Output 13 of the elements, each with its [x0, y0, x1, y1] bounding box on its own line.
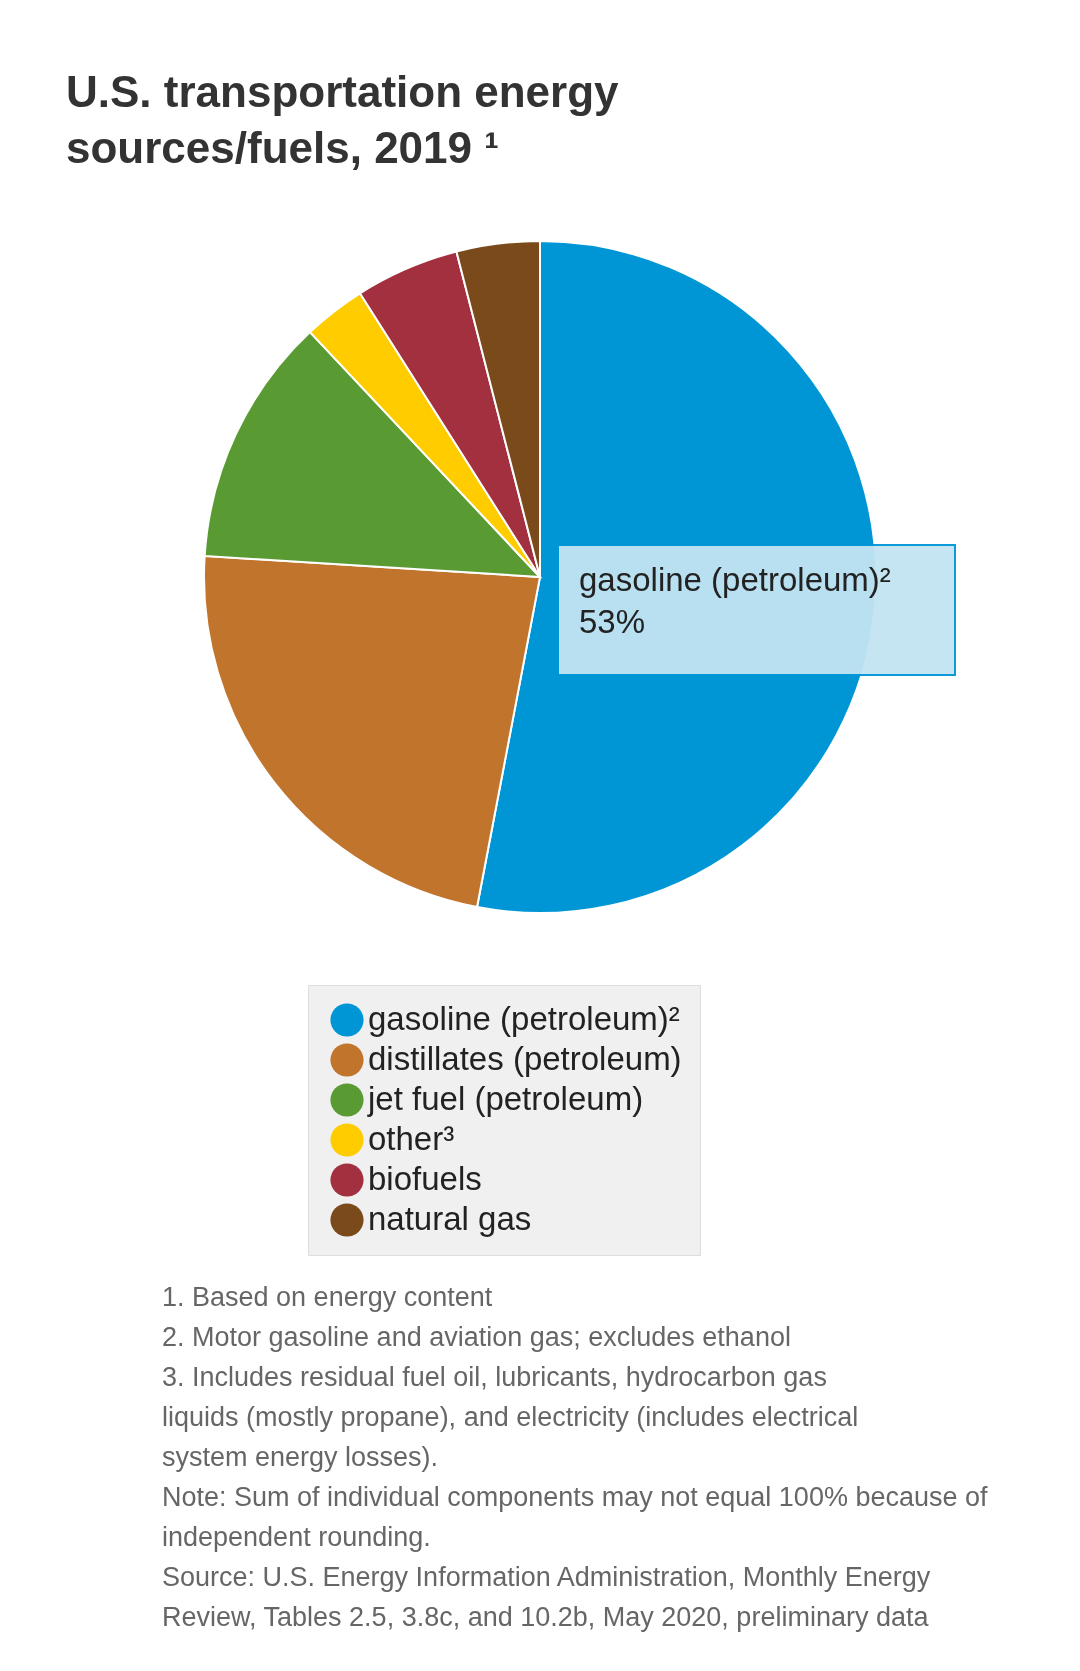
chart-title: U.S. transportation energy sources/fuels, 2019 ¹: [66, 67, 620, 172]
legend-label: biofuels: [368, 1160, 482, 1197]
legend-label: distillates (petroleum): [368, 1040, 682, 1077]
text: 1. Based on energy content: [162, 1282, 493, 1312]
text: 3. Includes residual fuel oil, lubricants, hydrocarbon gas liquids (mostly propane), and electricity (includes electrical system energy losses).: [162, 1362, 859, 1472]
source-note: Source: U.S. Energy Information Administration, Monthly Energy Review, Tables 2.5, 3.8c, and 10.2b, May 2020, preliminary data: [162, 1562, 931, 1632]
text: gasoline (petroleum)² 53%: [579, 561, 891, 640]
legend-label: other³: [368, 1120, 455, 1157]
text: Note: Sum of individual components may not equal 100% because of independent rounding.: [162, 1482, 988, 1552]
text: 2. Motor gasoline and aviation gas; excludes ethanol: [162, 1322, 791, 1352]
legend-label: jet fuel (petroleum): [367, 1080, 644, 1117]
legend-label: gasoline (petroleum)²: [368, 1000, 680, 1037]
legend-label: natural gas: [368, 1200, 532, 1237]
